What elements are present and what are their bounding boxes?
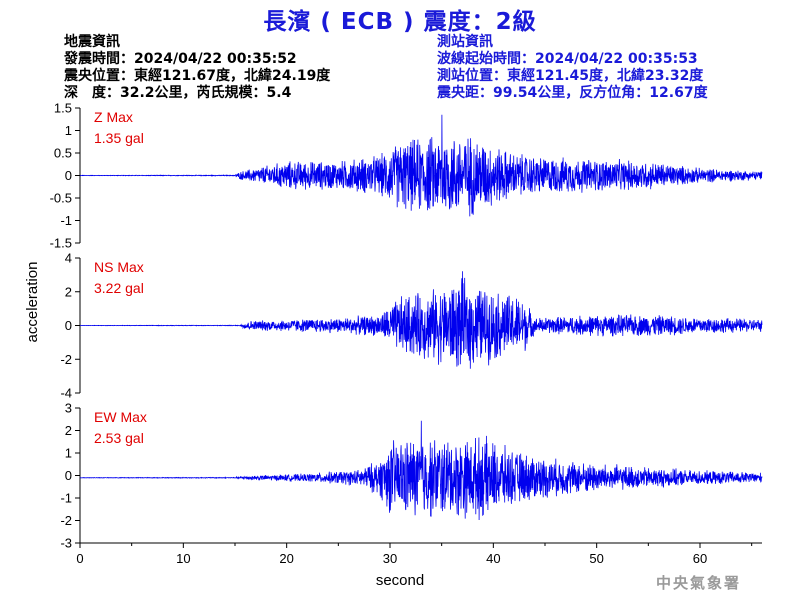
y-tick-label: -0.5 <box>50 191 72 206</box>
x-tick-label: 0 <box>76 551 83 566</box>
page-title: 長濱 ( ECB ) 震度：2級 <box>263 9 537 35</box>
y-tick-label: 4 <box>65 251 72 266</box>
y-tick-label: 2 <box>65 284 72 299</box>
x-tick-label: 60 <box>693 551 707 566</box>
x-tick-label: 10 <box>176 551 190 566</box>
event-info-heading: 地震資訊 <box>64 34 120 50</box>
y-tick-label: -1 <box>60 213 72 228</box>
waveform-ew <box>79 420 763 521</box>
waveform-z <box>79 114 763 217</box>
x-tick-label: 30 <box>383 551 397 566</box>
max-label-ew: EW Max <box>94 409 147 425</box>
y-tick-label: -1 <box>60 491 72 506</box>
station-info-heading: 測站資訊 <box>437 34 493 50</box>
y-axis-title: acceleration <box>24 262 41 343</box>
max-label-z: Z Max <box>94 109 133 125</box>
station-info: 測站資訊 波線起始時間：2024/04/22 00:35:53 測站位置：東經1… <box>437 34 708 102</box>
x-axis-title: second <box>376 572 424 589</box>
event-info: 地震資訊 發震時間：2024/04/22 00:35:52 震央位置：東經121… <box>64 34 330 102</box>
x-tick-label: 50 <box>589 551 603 566</box>
y-tick-label: -3 <box>60 536 72 551</box>
y-tick-label: -1.5 <box>50 236 72 251</box>
y-tick-label: -4 <box>60 386 72 401</box>
y-tick-label: 1 <box>65 123 72 138</box>
waveform-start-time: 波線起始時間：2024/04/22 00:35:53 <box>437 51 698 67</box>
y-tick-label: -2 <box>60 513 72 528</box>
y-tick-label: 0 <box>65 468 72 483</box>
y-tick-label: 0 <box>65 168 72 183</box>
epicenter-location: 震央位置：東經121.67度，北緯24.19度 <box>64 68 331 84</box>
y-tick-label: 2 <box>65 423 72 438</box>
max-label-ns: NS Max <box>94 259 144 275</box>
station-location: 測站位置：東經121.45度，北緯23.32度 <box>437 68 704 84</box>
y-tick-label: 1.5 <box>54 101 72 116</box>
origin-time: 發震時間：2024/04/22 00:35:52 <box>64 51 297 67</box>
waveform-ns <box>80 271 763 369</box>
y-tick-label: 0.5 <box>54 146 72 161</box>
x-tick-label: 40 <box>486 551 500 566</box>
max-value-z: 1.35 gal <box>94 130 144 146</box>
y-tick-label: 1 <box>65 446 72 461</box>
x-tick-label: 20 <box>279 551 293 566</box>
y-tick-label: 0 <box>65 318 72 333</box>
depth-magnitude: 深 度：32.2公里，芮氏規模：5.4 <box>64 85 292 101</box>
y-tick-label: 3 <box>65 401 72 416</box>
epicentral-distance: 震央距：99.54公里，反方位角：12.67度 <box>437 85 708 101</box>
max-value-ew: 2.53 gal <box>94 430 144 446</box>
max-value-ns: 3.22 gal <box>94 280 144 296</box>
watermark: 中央氣象署 <box>656 574 742 592</box>
y-tick-label: -2 <box>60 352 72 367</box>
